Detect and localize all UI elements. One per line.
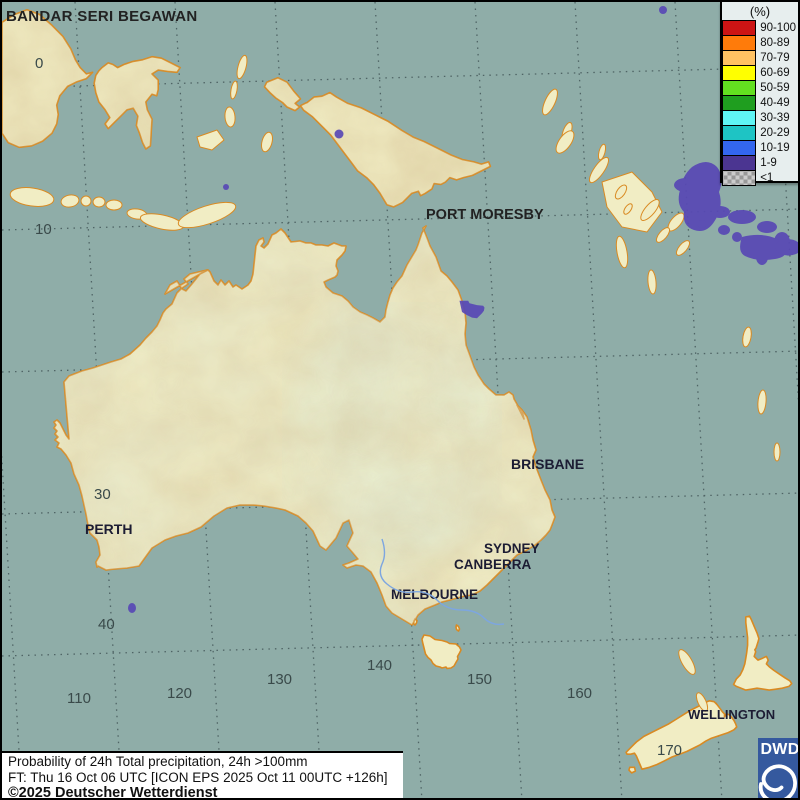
- svg-text:BRISBANE: BRISBANE: [511, 456, 584, 472]
- svg-text:CANBERRA: CANBERRA: [454, 557, 532, 572]
- svg-text:WELLINGTON: WELLINGTON: [688, 707, 775, 722]
- svg-text:160: 160: [567, 685, 592, 702]
- svg-text:SYDNEY: SYDNEY: [484, 541, 540, 556]
- svg-text:120: 120: [167, 685, 192, 702]
- svg-text:PORT MORESBY: PORT MORESBY: [426, 207, 544, 223]
- svg-text:PERTH: PERTH: [85, 521, 132, 537]
- svg-text:150: 150: [467, 671, 492, 688]
- svg-text:110: 110: [67, 690, 91, 707]
- svg-text:BANDAR SERI BEGAWAN: BANDAR SERI BEGAWAN: [6, 8, 198, 25]
- svg-text:140: 140: [367, 657, 392, 674]
- svg-text:30: 30: [94, 486, 111, 503]
- svg-text:0: 0: [35, 55, 43, 72]
- svg-text:10: 10: [35, 221, 52, 238]
- svg-text:MELBOURNE: MELBOURNE: [391, 587, 478, 602]
- svg-text:40: 40: [98, 616, 115, 633]
- svg-text:170: 170: [657, 742, 682, 759]
- svg-text:130: 130: [267, 671, 292, 688]
